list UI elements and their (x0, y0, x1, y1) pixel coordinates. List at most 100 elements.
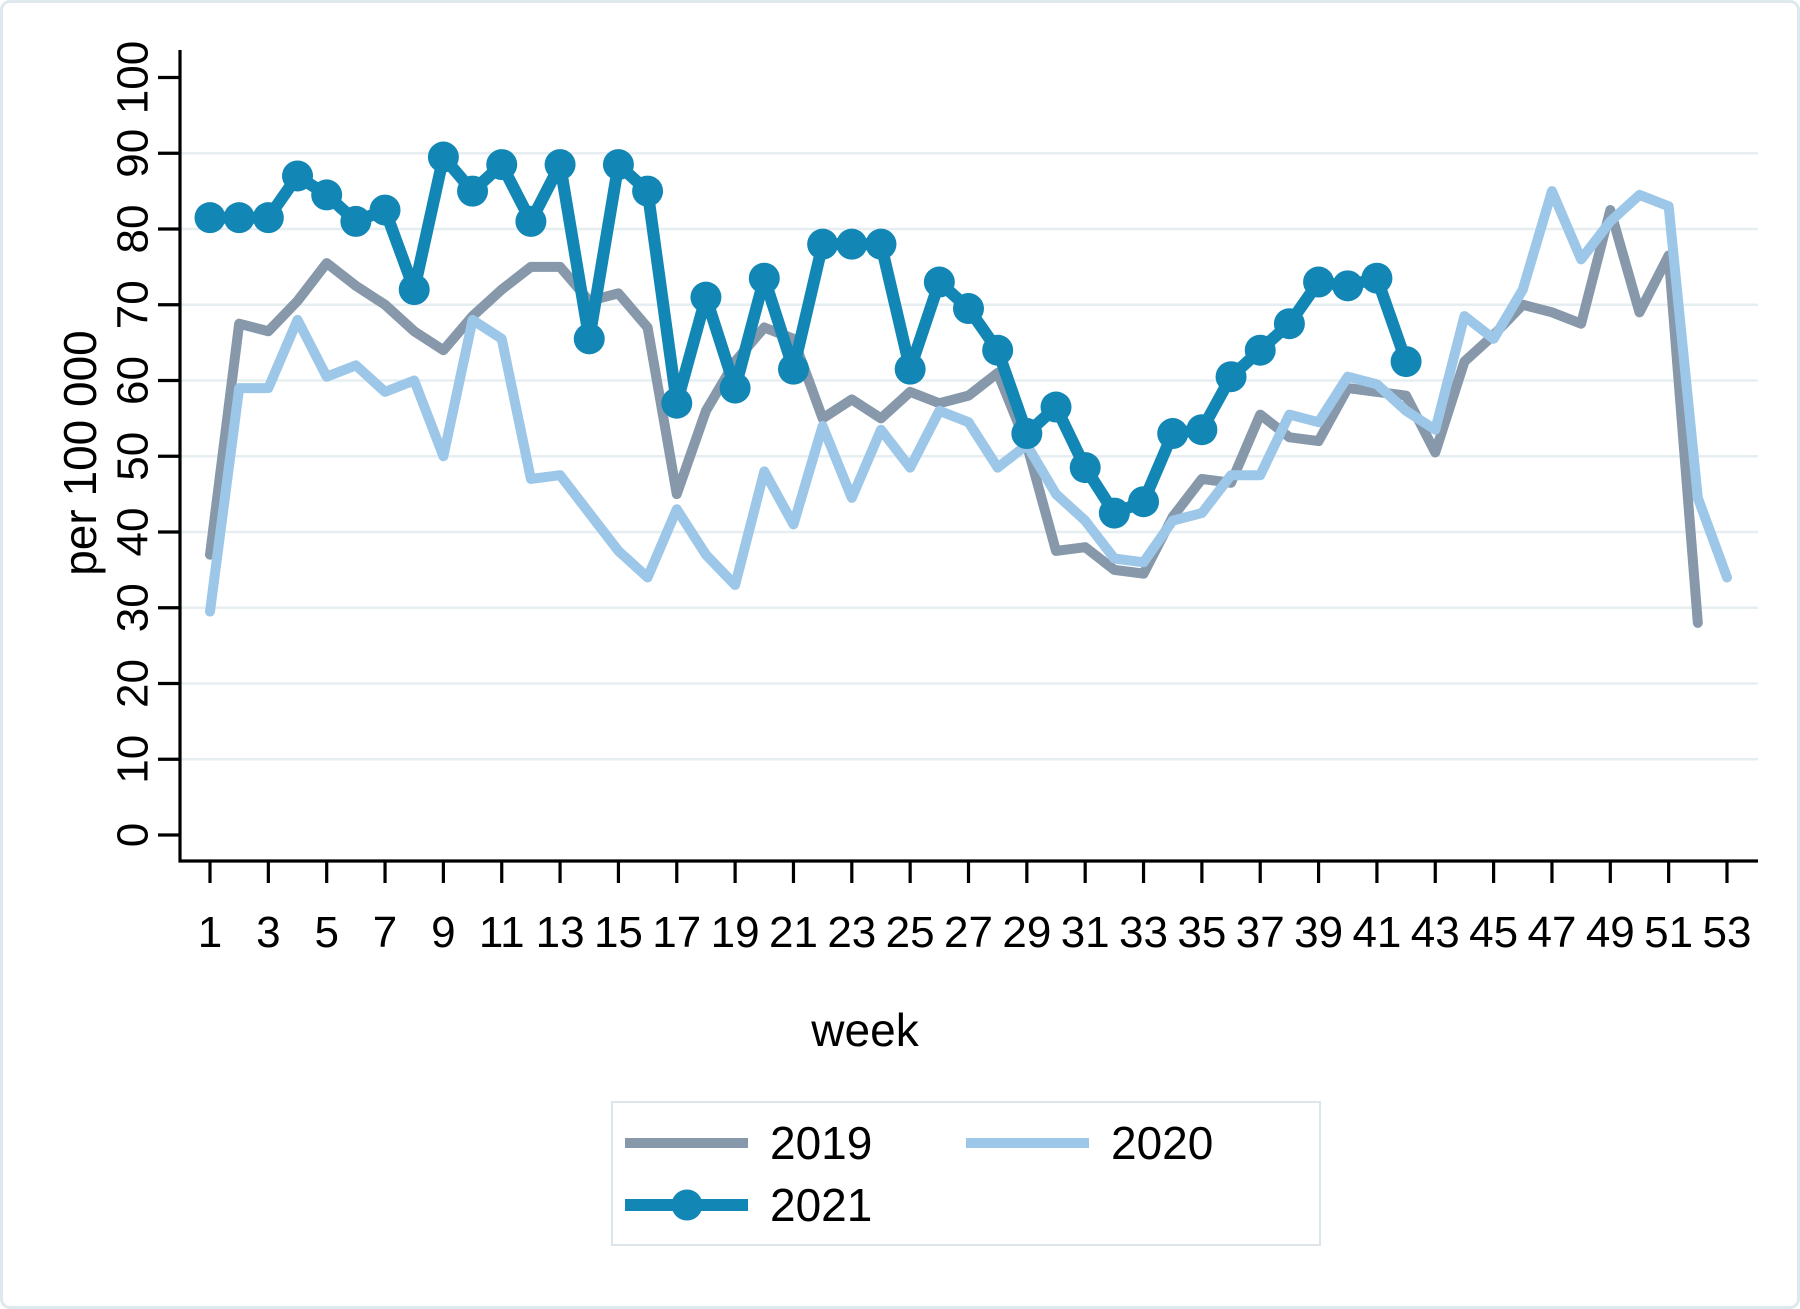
x-tick-label-53: 53 (1703, 908, 1752, 957)
x-tick-label-5: 5 (314, 908, 338, 957)
legend-item-2020: 2020 (966, 1116, 1307, 1170)
legend-label-2021: 2021 (770, 1178, 873, 1231)
series-marker-2021-w7 (369, 194, 401, 226)
x-tick-label-25: 25 (886, 908, 935, 957)
x-tick-label-17: 17 (652, 908, 701, 957)
series-marker-2021-w26 (923, 266, 955, 298)
legend-swatch-2021 (625, 1189, 748, 1220)
legend-label-2020: 2020 (1111, 1116, 1214, 1169)
legend: 2019 2020 2021 (611, 1101, 1321, 1246)
y-tick-label-100: 100 (109, 41, 158, 114)
y-axis-title: per 100 000 (54, 330, 106, 576)
x-tick-label-27: 27 (944, 908, 993, 957)
x-axis-title: week (811, 1004, 919, 1056)
x-tick-label-13: 13 (536, 908, 585, 957)
series-marker-2021-w16 (632, 175, 664, 207)
x-tick-label-47: 47 (1527, 908, 1576, 957)
y-tick-label-50: 50 (109, 432, 158, 481)
y-tick-label-0: 0 (109, 823, 158, 847)
series-marker-2021-w11 (486, 149, 518, 181)
series-marker-2021-w34 (1157, 418, 1189, 450)
x-tick-label-39: 39 (1294, 908, 1343, 957)
series-marker-2021-w39 (1303, 266, 1335, 298)
series-marker-2021-w29 (1011, 418, 1043, 450)
series-marker-2021-w5 (311, 179, 343, 211)
series-marker-2021-w25 (894, 353, 926, 385)
series-marker-2021-w30 (1040, 391, 1072, 423)
series-marker-2021-w20 (748, 262, 780, 294)
x-tick-label-19: 19 (711, 908, 760, 957)
x-tick-label-51: 51 (1644, 908, 1693, 957)
series-marker-2021-w23 (836, 228, 868, 260)
legend-swatch-2019 (625, 1137, 748, 1148)
x-tick-label-33: 33 (1119, 908, 1168, 957)
series-marker-2021-w21 (777, 353, 809, 385)
series-marker-2021-w35 (1186, 414, 1218, 446)
x-tick-label-41: 41 (1352, 908, 1401, 957)
y-tick-label-10: 10 (109, 735, 158, 784)
series-marker-2021-w14 (573, 323, 605, 355)
series-marker-2021-w10 (457, 175, 489, 207)
x-tick-label-7: 7 (373, 908, 397, 957)
series-marker-2021-w41 (1361, 262, 1393, 294)
x-tick-label-29: 29 (1002, 908, 1051, 957)
x-tick-label-3: 3 (256, 908, 280, 957)
x-tick-label-23: 23 (827, 908, 876, 957)
x-tick-label-45: 45 (1469, 908, 1518, 957)
x-tick-label-35: 35 (1177, 908, 1226, 957)
legend-label-2019: 2019 (770, 1116, 873, 1169)
x-tick-label-43: 43 (1411, 908, 1460, 957)
series-marker-2021-w28 (982, 334, 1014, 366)
legend-marker-dot (671, 1189, 702, 1220)
legend-row-2: 2021 (625, 1174, 1307, 1236)
series-marker-2021-w3 (252, 202, 284, 234)
y-tick-label-60: 60 (109, 356, 158, 405)
y-tick-label-70: 70 (109, 280, 158, 329)
series-marker-2021-w42 (1390, 346, 1422, 378)
series-marker-2021-w8 (398, 274, 430, 306)
series-marker-2021-w36 (1215, 361, 1247, 393)
series-marker-2021-w24 (865, 228, 897, 260)
y-tick-label-30: 30 (109, 583, 158, 632)
series-marker-2021-w2 (223, 202, 255, 234)
series-marker-2021-w27 (952, 293, 984, 325)
series-marker-2021-w38 (1273, 308, 1305, 340)
axis-spines (178, 50, 1758, 863)
x-tick-label-49: 49 (1586, 908, 1635, 957)
series-marker-2021-w32 (1098, 497, 1130, 529)
series-marker-2021-w33 (1128, 486, 1160, 518)
series-marker-2021-w31 (1069, 452, 1101, 484)
x-tick-label-11: 11 (479, 908, 525, 957)
x-tick-label-21: 21 (769, 908, 818, 957)
x-tick-label-1: 1 (198, 908, 222, 957)
legend-swatch-2020 (966, 1137, 1089, 1148)
legend-item-2021: 2021 (625, 1178, 973, 1232)
series-marker-2021-w12 (515, 205, 547, 237)
x-tick-label-37: 37 (1236, 908, 1285, 957)
series-marker-2021-w1 (194, 202, 226, 234)
series-marker-2021-w13 (544, 149, 576, 181)
x-tick-label-9: 9 (431, 908, 455, 957)
series-marker-2021-w15 (602, 149, 634, 181)
series-marker-2021-w6 (340, 205, 372, 237)
series-line-2019 (205, 205, 1703, 628)
y-tick-label-40: 40 (109, 508, 158, 557)
series-line-2020 (205, 186, 1732, 617)
x-tick-label-31: 31 (1061, 908, 1110, 957)
series-marker-2021-w40 (1332, 270, 1364, 302)
series-marker-2021-w9 (427, 141, 459, 173)
legend-item-2019: 2019 (625, 1116, 966, 1170)
y-tick-label-80: 80 (109, 205, 158, 254)
series-marker-2021-w19 (719, 372, 751, 404)
series-marker-2021-w18 (690, 281, 722, 313)
series-marker-2021-w17 (661, 387, 693, 419)
series-marker-2021-w4 (282, 160, 314, 192)
legend-row-1: 2019 2020 (625, 1112, 1307, 1174)
y-tick-label-20: 20 (109, 659, 158, 708)
y-tick-label-90: 90 (109, 129, 158, 178)
series-marker-2021-w22 (807, 228, 839, 260)
series-marker-2021-w37 (1244, 334, 1276, 366)
x-tick-label-15: 15 (594, 908, 643, 957)
